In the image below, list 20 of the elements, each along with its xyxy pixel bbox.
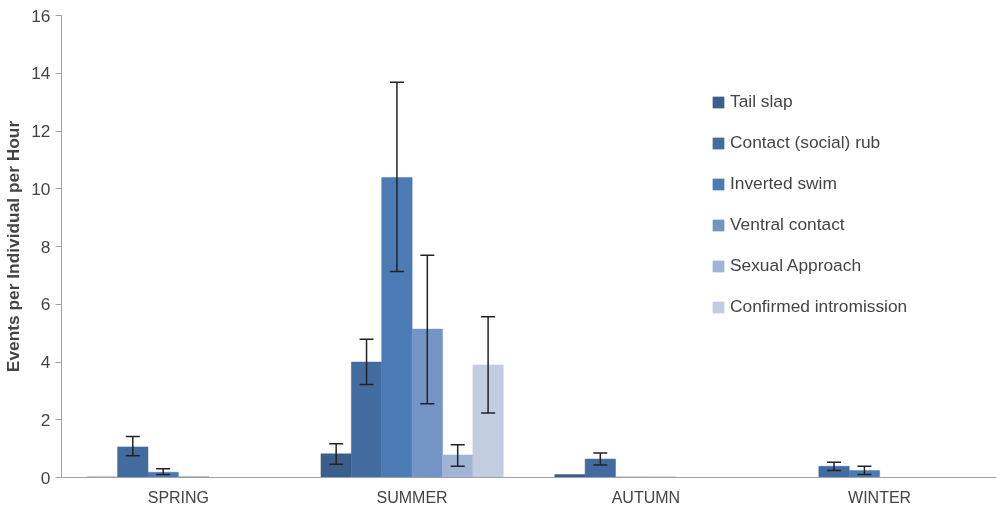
- y-tick-label: 14: [31, 63, 51, 84]
- y-tick-label: 4: [40, 352, 51, 372]
- x-tick-label: SUMMER: [376, 488, 448, 506]
- y-tick-label: 6: [40, 294, 51, 315]
- legend-label: Inverted swim: [730, 173, 837, 194]
- x-tick-label: WINTER: [848, 488, 912, 506]
- legend-label: Sexual Approach: [730, 255, 862, 276]
- y-tick-label: 0: [40, 467, 51, 488]
- y-tick-label: 8: [40, 236, 51, 257]
- legend-label: Tail slap: [730, 91, 793, 112]
- y-tick-label: 2: [40, 409, 51, 430]
- y-axis-title: Events per Individual per Hour: [3, 120, 24, 373]
- y-tick-label: 10: [31, 178, 51, 199]
- y-tick-label: 12: [31, 121, 51, 141]
- x-tick-label: SPRING: [147, 488, 210, 506]
- y-tick-label: 16: [31, 5, 51, 26]
- legend-label: Ventral contact: [730, 214, 845, 235]
- legend-label: Confirmed intromission: [730, 296, 908, 317]
- x-tick-label: AUTUMN: [611, 488, 681, 506]
- legend-label: Contact (social) rub: [730, 132, 881, 153]
